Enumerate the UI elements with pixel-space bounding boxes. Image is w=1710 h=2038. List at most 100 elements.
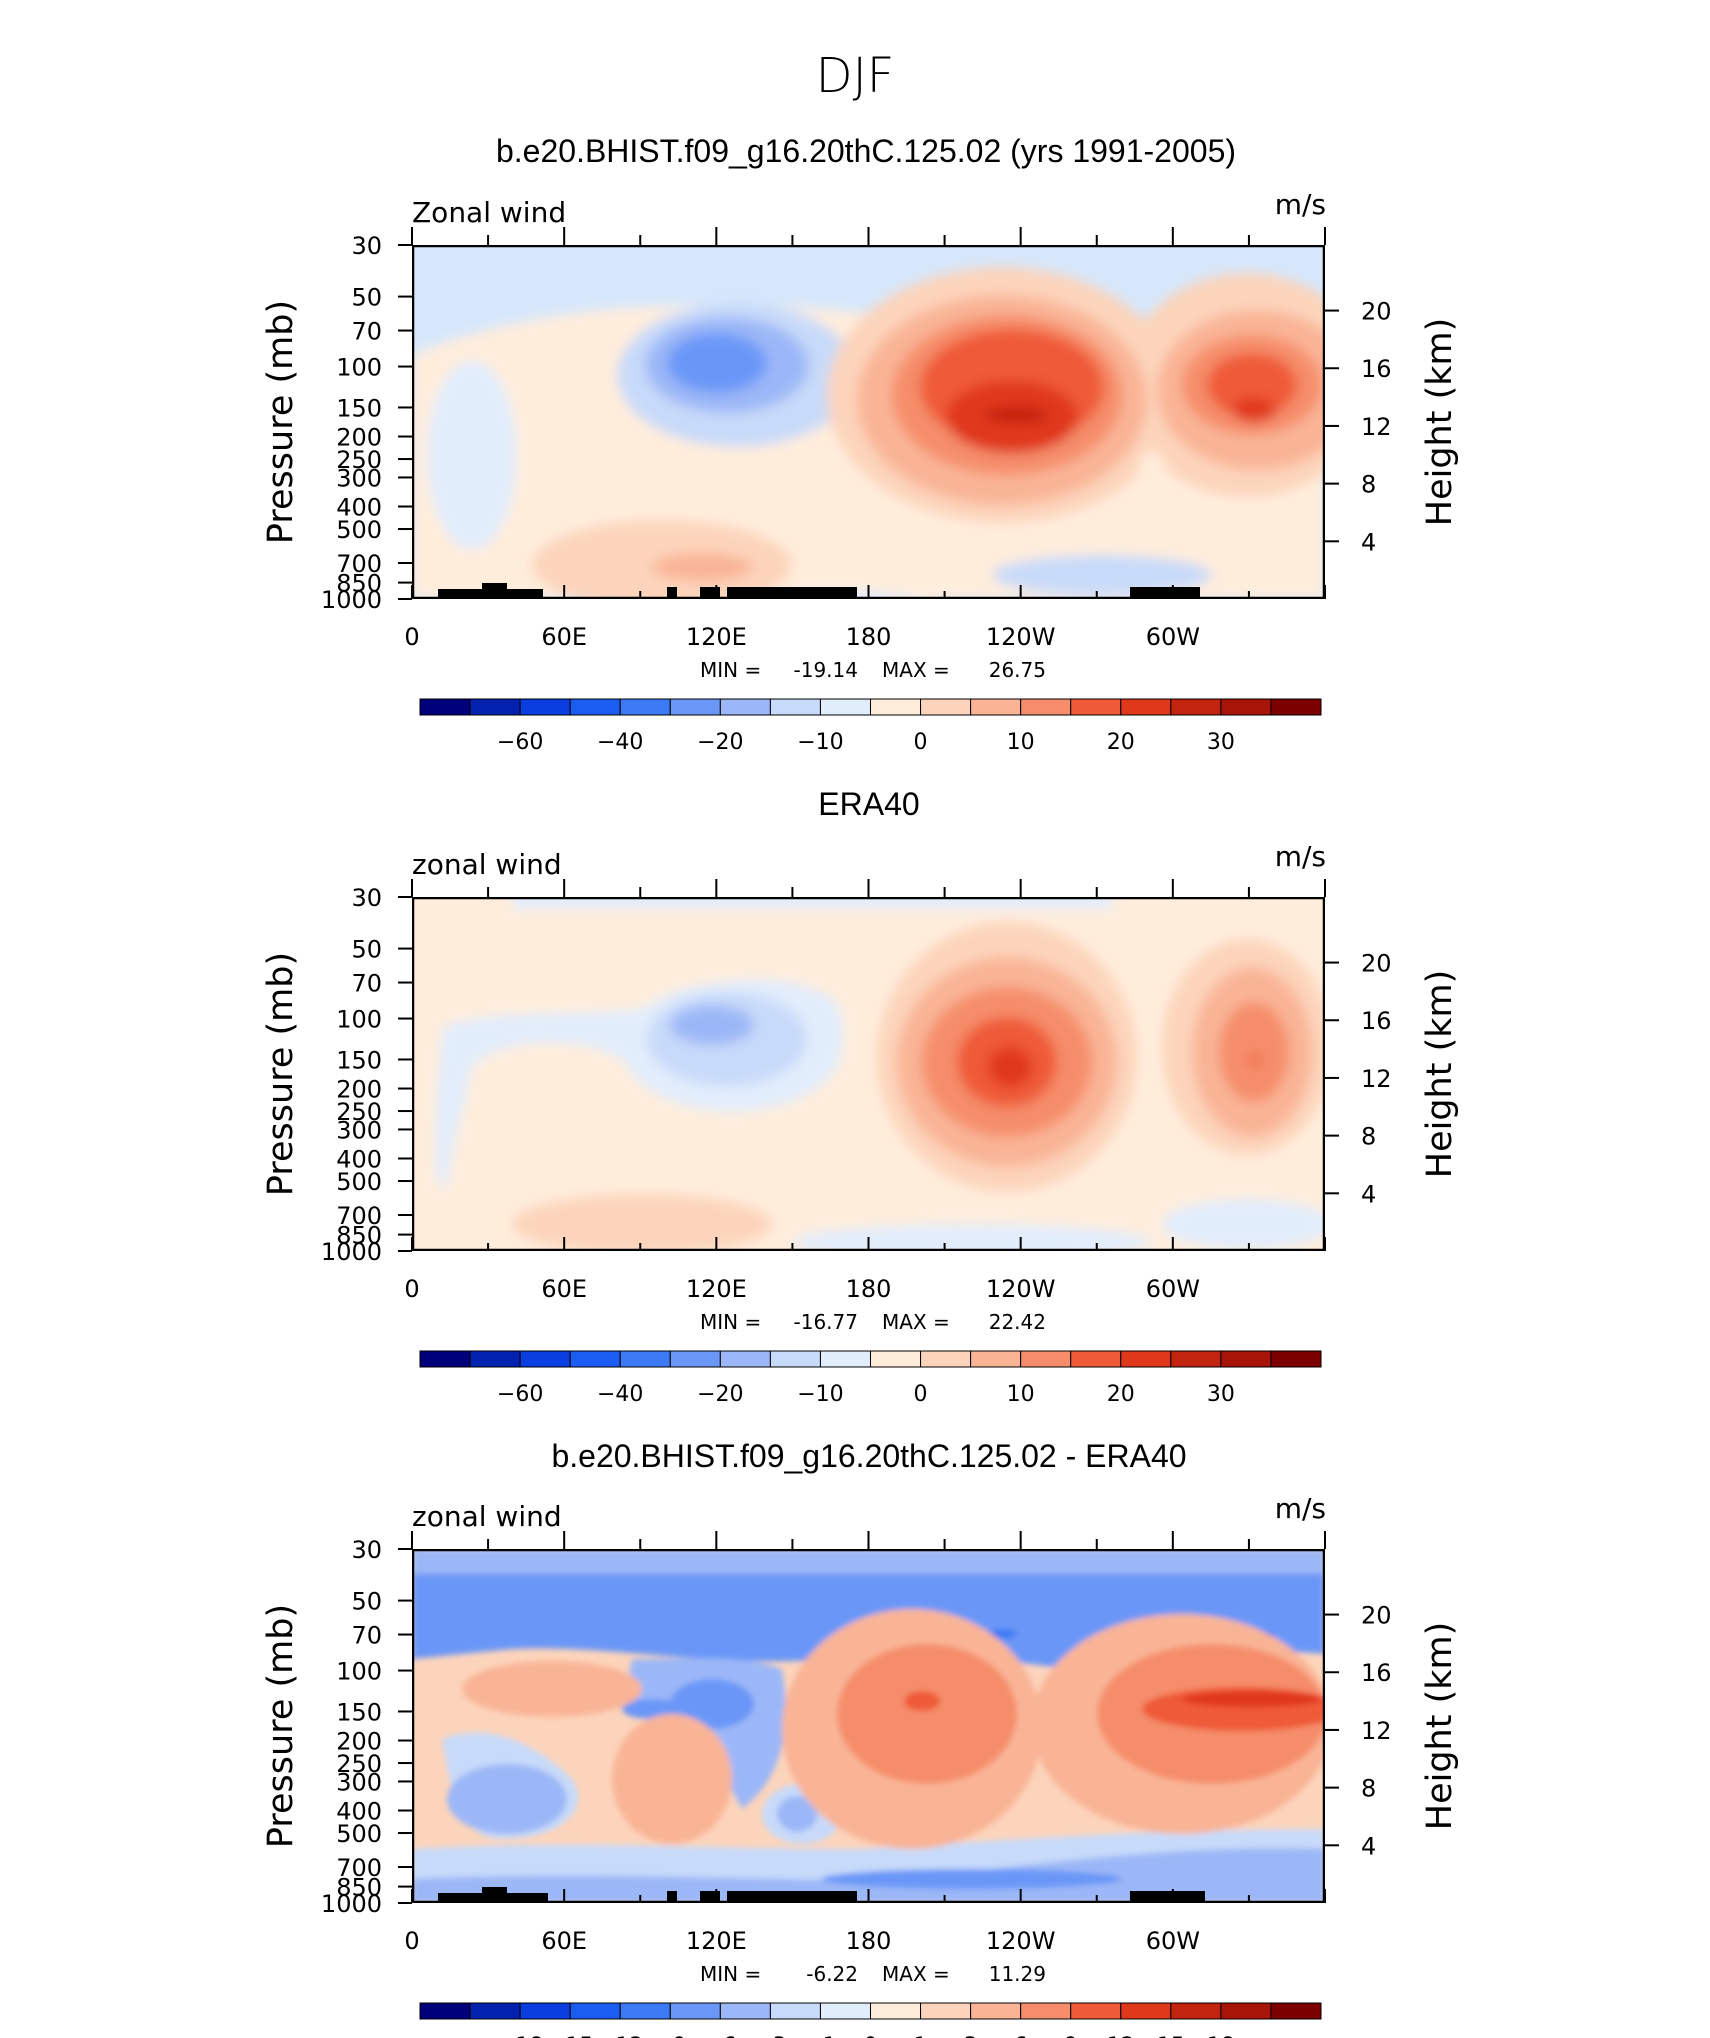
panel-3-x-tick-label: 0 — [404, 1927, 419, 1955]
panel-2-y-tick-label: 150 — [336, 1046, 382, 1074]
panel-2-y-axis-label-right: Height (km) — [1420, 970, 1460, 1179]
panel-3-mid-blue-patch-core — [777, 1796, 817, 1832]
panel-2-y-tick-right-label: 8 — [1361, 1123, 1376, 1151]
panel-2-colorbar-label: −20 — [697, 1382, 743, 1407]
panel-2-y-tick-label: 300 — [336, 1116, 382, 1144]
panel-2-colorbar: −60 −40 −20 −10 0 10 20 30 — [419, 1350, 1322, 1407]
panel-1-y-tick-label: 70 — [351, 318, 382, 346]
panel-2-colorbar-label: 0 — [914, 1382, 928, 1407]
panel-2-colorbar-swatch — [1270, 1350, 1322, 1368]
panel-2-plot-area — [412, 897, 1325, 1251]
panel-1-y-tick-label: 300 — [336, 464, 382, 492]
panel-2-y-tick-label: 700 — [336, 1202, 382, 1230]
panel-3-colorbar: −18 −15 −12 −9 −6 −3 −1 0 1 3 6 9 12 15 18 — [419, 2002, 1322, 2038]
panel-1-ticks: 0 60E 120E 180 120W 60W3050701001502002503004… — [321, 227, 1392, 651]
panel-2-trop-blue-east — [1162, 1199, 1325, 1249]
panel-2-colorbar-swatch — [920, 1350, 972, 1368]
panel-2-colorbar-swatch — [719, 1350, 771, 1368]
panel-3-colorbar-label: 6 — [1014, 2034, 1028, 2038]
panel-2: ERA40 zonal wind m/s — [261, 786, 1460, 1407]
panel-3-colorbar-label: −12 — [597, 2034, 643, 2038]
panel-2-colorbar-swatch — [1120, 1350, 1172, 1368]
panel-2-jet-2-max — [1248, 1056, 1262, 1064]
panel-1-colorbar-swatch — [870, 698, 922, 716]
panel-3-central-blue-core — [670, 1679, 754, 1729]
panel-3-contours — [412, 1549, 1325, 1903]
panel-3-colorbar-label: 0 — [864, 2034, 878, 2038]
panel-1-y-tick-right-label: 16 — [1361, 355, 1392, 383]
panel-2-colorbar-swatch — [619, 1350, 671, 1368]
panel-3-lower-blue-deep — [822, 1869, 1122, 1889]
panel-2-y-tick-right-label: 4 — [1361, 1180, 1376, 1208]
panel-1-stats: MIN = -19.14 MAX = 26.75 — [700, 658, 1046, 682]
panel-3-colorbar-label: 12 — [1107, 2034, 1135, 2038]
panel-2-y-tick-label: 850 — [336, 1222, 382, 1250]
panel-2-y-axis-label: Pressure (mb) — [261, 952, 301, 1196]
panel-2-y-tick-label: 250 — [336, 1098, 382, 1126]
panel-1-colorbar-swatch — [469, 698, 521, 716]
panel-1-title: b.e20.BHIST.f09_g16.20thC.125.02 (yrs 19… — [496, 133, 1236, 169]
panel-1-x-tick-label: 180 — [846, 623, 892, 651]
panel-2-jet-2-l3 — [1219, 1002, 1289, 1102]
panel-1-min-label: MIN = — [700, 658, 761, 682]
panel-3-red-jet-2-core2 — [1182, 1691, 1322, 1707]
panel-1-y-axis-label-right: Height (km) — [1420, 318, 1460, 527]
panel-3-colorbar-label: −1 — [804, 2034, 836, 2038]
panel-1-y-tick-label: 500 — [336, 516, 382, 544]
panel-1-colorbar-label: 10 — [1007, 730, 1035, 755]
panel-2-colorbar-swatch — [1070, 1350, 1122, 1368]
panel-1-colorbar-swatch — [619, 698, 671, 716]
panel-2-x-tick-label: 60E — [541, 1275, 587, 1303]
panel-2-y-tick-right-label: 20 — [1361, 950, 1392, 978]
panel-1-colorbar-swatch — [669, 698, 721, 716]
panel-3-colorbar-swatch — [1220, 2002, 1272, 2020]
panel-2-y-tick-label: 500 — [336, 1168, 382, 1196]
panel-2-y-tick-label: 100 — [336, 1006, 382, 1034]
panel-1-x-tick-label: 120E — [686, 623, 747, 651]
panel-1-colorbar-swatch — [519, 698, 571, 716]
panel-3-left-label: zonal wind — [412, 1500, 562, 1533]
panel-3-colorbar-swatch — [1270, 2002, 1322, 2020]
panel-3-west-blue-core — [447, 1764, 567, 1834]
panel-2-jet-1-max — [988, 1047, 1032, 1087]
panel-1-low-red-core — [652, 553, 752, 581]
panel-2-ticks: 0 60E 120E 180 120W 60W3050701001502002503004… — [321, 879, 1392, 1303]
panel-1-plot-area — [412, 245, 1325, 599]
panel-1-trop-blue-east — [992, 555, 1212, 595]
panel-3-central-blue-core2 — [622, 1699, 682, 1719]
panel-2-colorbar-swatch — [469, 1350, 521, 1368]
panel-3-colorbar-label: −6 — [704, 2034, 736, 2038]
panel-1-y-tick-label: 50 — [351, 284, 382, 312]
panel-3-colorbar-swatch — [419, 2002, 471, 2020]
panel-3-colorbar-label: −15 — [547, 2034, 593, 2038]
panel-2-colorbar-label: −10 — [797, 1382, 843, 1407]
panel-2-y-tick-label: 1000 — [321, 1238, 382, 1266]
panel-3-y-tick-label: 850 — [336, 1874, 382, 1902]
panel-2-y-tick-label: 70 — [351, 970, 382, 998]
panel-2-title: ERA40 — [818, 786, 919, 822]
panel-1-y-tick-right-label: 4 — [1361, 528, 1376, 556]
panel-3-stats: MIN = -6.22 MAX = 11.29 — [700, 1962, 1046, 1986]
panel-1-y-tick-label: 250 — [336, 446, 382, 474]
panel-1-max-value: 26.75 — [989, 658, 1046, 682]
panel-3-y-tick-label: 50 — [351, 1588, 382, 1616]
panel-2-x-tick-label: 0 — [404, 1275, 419, 1303]
panel-1-colorbar-swatch — [920, 698, 972, 716]
panel-3-colorbar-label: −9 — [654, 2034, 686, 2038]
panel-3-units-label: m/s — [1275, 1492, 1326, 1525]
panel-3-colorbar-label: 9 — [1064, 2034, 1078, 2038]
panel-3-min-label: MIN = — [700, 1962, 761, 1986]
panel-3-colorbar-label: 3 — [964, 2034, 978, 2038]
panel-2-colorbar-label: 20 — [1107, 1382, 1135, 1407]
panel-3-colorbar-label: 1 — [914, 2034, 928, 2038]
panel-1-y-tick-label: 850 — [336, 570, 382, 598]
panel-3-colorbar-swatch — [1170, 2002, 1222, 2020]
panel-2-y-tick-label: 30 — [351, 884, 382, 912]
panel-1-y-axis-label: Pressure (mb) — [261, 300, 301, 544]
panel-1-y-tick-label: 150 — [336, 394, 382, 422]
panel-1-min-value: -19.14 — [794, 658, 858, 682]
panel-1-y-tick-label: 100 — [336, 354, 382, 382]
panel-2-y-tick-right-label: 12 — [1361, 1065, 1392, 1093]
panel-1-tropical-easterly-pool — [427, 360, 517, 550]
panel-1-x-tick-label: 60E — [541, 623, 587, 651]
